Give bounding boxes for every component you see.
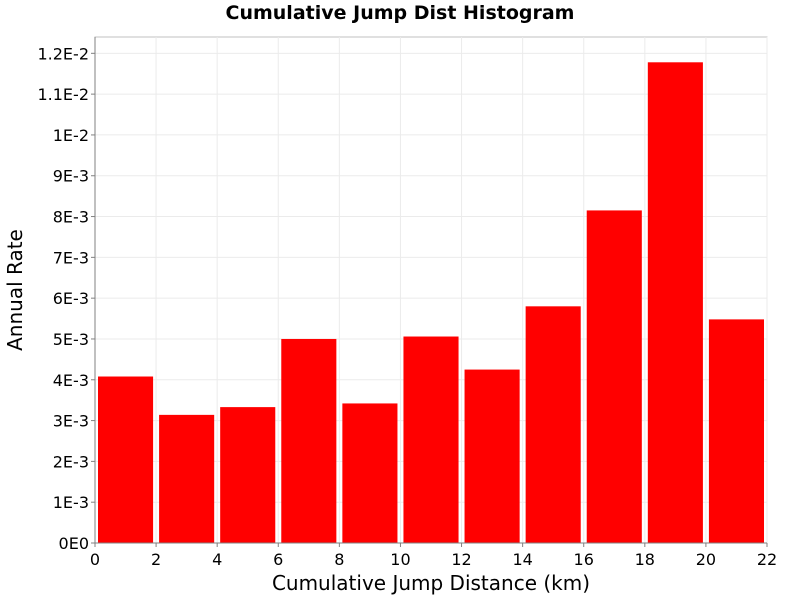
bar-4-6	[220, 407, 276, 543]
x-axis-label: Cumulative Jump Distance (km)	[272, 571, 590, 595]
axes	[94, 37, 767, 544]
x-tick-label: 8	[334, 550, 344, 569]
y-tick-label: 5E-3	[53, 330, 89, 349]
x-tick-label: 22	[757, 550, 777, 569]
bar-20-22	[708, 319, 764, 543]
y-axis-label: Annual Rate	[3, 229, 27, 351]
y-tick-label: 7E-3	[53, 248, 89, 267]
x-tick-label: 12	[451, 550, 471, 569]
x-tick-label: 16	[574, 550, 594, 569]
bar-18-20	[647, 62, 703, 544]
y-tick-label: 2E-3	[53, 452, 89, 471]
bar-10-12	[403, 336, 459, 543]
bar-2-4	[159, 414, 215, 543]
bar-14-16	[525, 306, 581, 543]
x-tick-label: 6	[273, 550, 283, 569]
bar-12-14	[464, 369, 520, 543]
x-tick-label: 14	[512, 550, 532, 569]
x-tick-label: 10	[390, 550, 410, 569]
y-tick-label: 0E0	[59, 534, 89, 553]
chart-title: Cumulative Jump Dist Histogram	[225, 2, 575, 24]
x-tick-label: 4	[212, 550, 222, 569]
x-tick-label: 20	[696, 550, 716, 569]
y-tick-label: 1E-2	[53, 126, 89, 145]
y-axis-ticks: 0E0 1E-3 2E-3 3E-3 4E-3 5E-3 6E-3 7E-3 8E-3 9E-3 1…	[37, 44, 95, 553]
y-tick-label: 1E-3	[53, 493, 89, 512]
x-tick-label: 2	[151, 550, 161, 569]
y-tick-label: 6E-3	[53, 289, 89, 308]
bars	[98, 62, 764, 544]
bar-6-8	[281, 338, 337, 543]
y-tick-label: 4E-3	[53, 371, 89, 390]
y-tick-label: 1.2E-2	[37, 44, 89, 63]
y-tick-label: 1.1E-2	[37, 85, 89, 104]
y-tick-label: 3E-3	[53, 412, 89, 431]
bar-0-2	[98, 376, 154, 543]
y-tick-label: 8E-3	[53, 208, 89, 227]
x-tick-label: 0	[90, 550, 100, 569]
bar-16-18	[586, 210, 642, 543]
x-axis-ticks: 0 2 4 6 8 10 12 14 16 18 20 22	[90, 543, 777, 569]
y-tick-label: 9E-3	[53, 167, 89, 186]
bar-8-10	[342, 403, 398, 543]
x-tick-label: 18	[635, 550, 655, 569]
